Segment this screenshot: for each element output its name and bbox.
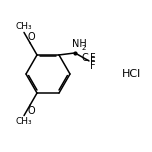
Text: CH₃: CH₃ <box>16 22 32 31</box>
Text: F: F <box>90 61 96 71</box>
Text: O: O <box>27 32 35 42</box>
Text: C: C <box>81 53 88 63</box>
Text: F: F <box>90 57 96 67</box>
Text: O: O <box>27 106 35 116</box>
Text: 2: 2 <box>82 45 86 51</box>
Text: NH: NH <box>72 39 87 49</box>
Text: F: F <box>90 53 96 63</box>
Text: CH₃: CH₃ <box>16 117 32 126</box>
Text: HCl: HCl <box>122 69 141 79</box>
